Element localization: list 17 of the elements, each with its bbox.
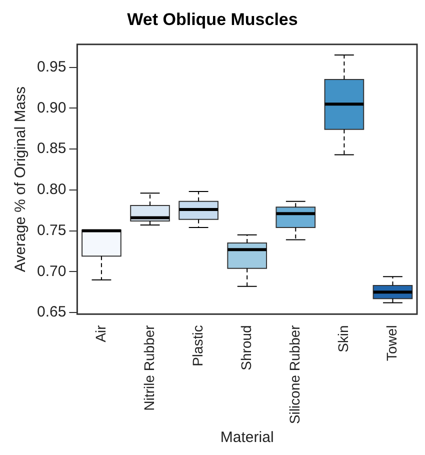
x-tick-label: Shroud [238,325,254,370]
x-tick-label: Skin [335,325,352,352]
y-tick-label: 0.75 [36,222,66,239]
x-axis-title: Material [220,429,274,446]
y-axis-title: Average % of Original Mass [12,86,30,272]
y-tick-label: 0.70 [36,262,66,280]
x-tick-label: Nitrile Rubber [140,324,157,411]
x-tick-label: Plastic [189,325,206,366]
chart-title: Wet Oblique Muscles [127,10,298,29]
y-tick-label: 0.85 [36,140,66,158]
x-tick-label: Silicone Rubber [286,324,302,424]
y-tick-label: 0.95 [36,58,66,76]
y-tick-label: 0.65 [36,304,66,321]
x-tick-label: Air [92,324,108,342]
x-tick-label: Towel [384,325,400,361]
y-tick-label: 0.90 [36,99,66,116]
y-tick-label: 0.80 [36,181,66,198]
